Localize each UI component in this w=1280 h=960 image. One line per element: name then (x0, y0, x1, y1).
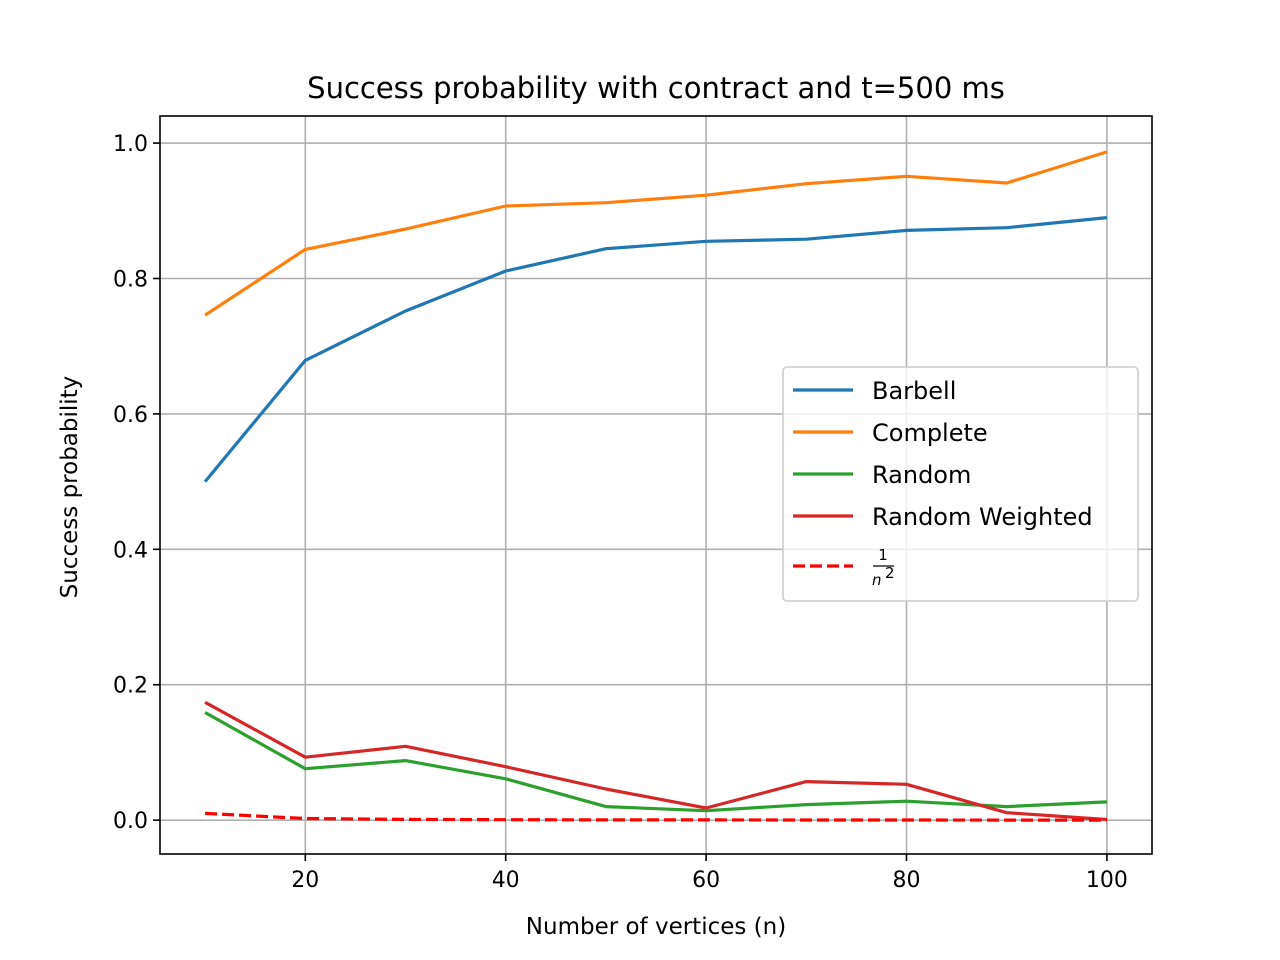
x-axis-label: Number of vertices (n) (526, 914, 786, 940)
series-line-random (204, 711, 1107, 813)
y-tick-label: 0.6 (113, 403, 148, 428)
legend-label: Barbell (872, 377, 956, 405)
legend-label: Complete (872, 419, 988, 447)
fraction-denominator: n (872, 571, 882, 589)
chart-title: Success probability with contract and t=… (307, 71, 1005, 105)
axis-ticks: 20 40 60 80 100 0.0 0.2 0.4 0.6 0.8 1.0 (113, 132, 1128, 893)
x-tick-label: 40 (492, 868, 520, 893)
y-tick-label: 0.8 (113, 267, 148, 292)
y-tick-label: 0.2 (113, 674, 148, 699)
series-line-1-n (205, 811, 1107, 822)
legend-box (782, 366, 1139, 602)
series-line-barbell (203, 216, 1108, 483)
fraction-exponent: 2 (885, 564, 895, 582)
plot-frame (159, 115, 1153, 855)
legend-label: Random Weighted (872, 503, 1093, 531)
x-tick-label: 80 (893, 868, 921, 893)
fraction-numerator: 1 (878, 546, 888, 564)
series-line-complete (204, 150, 1108, 317)
y-tick-label: 0.0 (113, 809, 148, 834)
legend: Barbell Complete Random Random Weighted 1 n 2 (782, 366, 1139, 602)
y-tick-label: 1.0 (113, 132, 148, 157)
legend-label-fraction: 1 n 2 (872, 546, 895, 589)
series-line-random-weighted (204, 700, 1108, 822)
x-tick-label: 20 (291, 868, 319, 893)
x-tick-label: 60 (692, 868, 720, 893)
series-lines (203, 150, 1108, 822)
grid-lines (160, 116, 1152, 854)
y-axis-label: Success probability (57, 376, 83, 599)
legend-label: Random (872, 461, 971, 489)
y-tick-label: 0.4 (113, 538, 148, 563)
x-tick-label: 100 (1086, 868, 1128, 893)
